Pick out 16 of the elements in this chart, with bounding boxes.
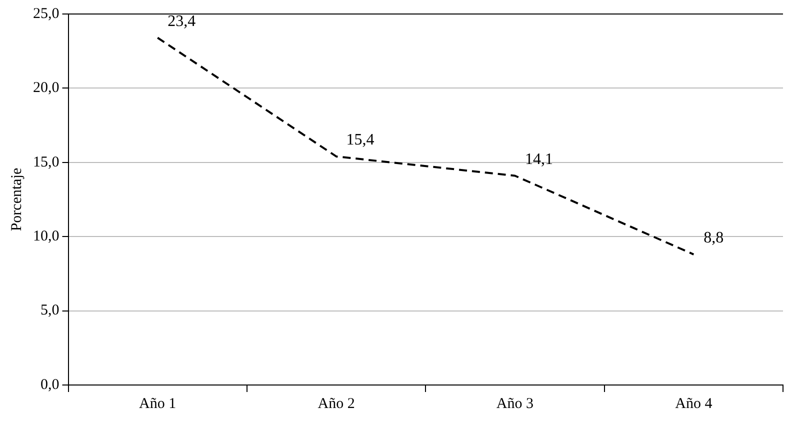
data-label: 23,4 (168, 12, 196, 30)
y-tick-label: 5,0 (40, 302, 60, 319)
line-series (156, 36, 695, 256)
y-axis-title: Porcentaje (8, 168, 25, 232)
y-tick-label: 10,0 (33, 228, 60, 245)
x-tick-label: Año 4 (675, 396, 713, 412)
data-label: 14,1 (524, 150, 553, 168)
data-label: 15,4 (346, 132, 374, 149)
x-tick-label: Año 3 (496, 396, 534, 412)
data-label: 8,8 (704, 230, 724, 247)
y-tick-label: 0,0 (40, 376, 60, 393)
x-tick-label: Año 2 (318, 396, 355, 412)
x-tick-label: Año 1 (139, 396, 176, 412)
y-tick-label: 15,0 (33, 154, 60, 170)
y-tick-label: 25,0 (33, 6, 60, 22)
y-tick-label: 20,0 (33, 80, 60, 96)
